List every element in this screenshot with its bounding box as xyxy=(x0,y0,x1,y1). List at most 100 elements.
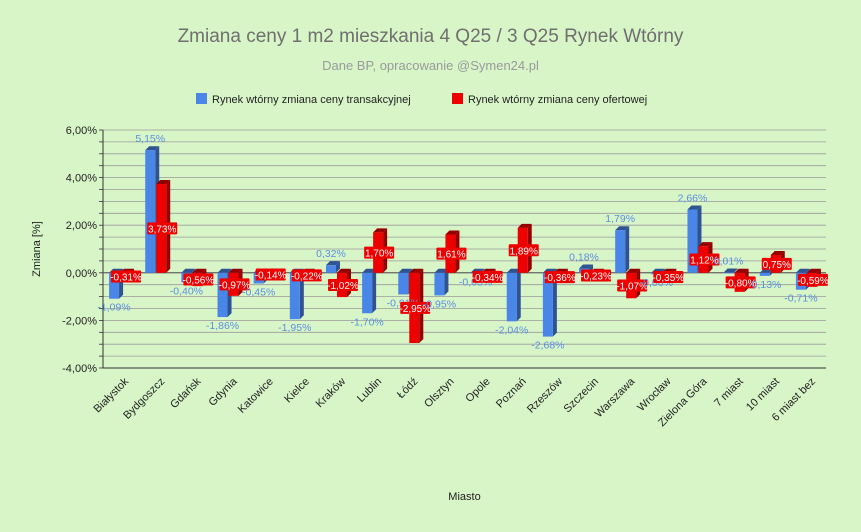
x-tick-label: Łódź xyxy=(395,376,420,401)
bar-transakcyjna-top xyxy=(434,268,449,273)
bar-transakcyjna xyxy=(145,150,156,273)
bar-transakcyjna xyxy=(109,272,120,299)
data-label-transakcyjna: -1,09% xyxy=(97,302,130,314)
x-tick-label: Kraków xyxy=(314,376,348,410)
bar-transakcyjna-top xyxy=(181,268,196,273)
data-label-ofertowa: -2,95% xyxy=(399,304,431,315)
data-label-ofertowa: 1,61% xyxy=(437,250,465,261)
data-label-ofertowa: -0,59% xyxy=(797,276,829,287)
data-label-ofertowa-box xyxy=(797,273,828,286)
bar-transakcyjna xyxy=(398,272,409,295)
bar-transakcyjna xyxy=(289,272,300,320)
bar-transakcyjna-top xyxy=(615,226,630,231)
y-tick-label: 0,00% xyxy=(66,268,97,280)
bar-transakcyjna xyxy=(325,265,336,273)
x-tick-label: Kielce xyxy=(282,376,312,406)
data-label-ofertowa: 1,89% xyxy=(510,246,538,257)
bar-transakcyjna-top xyxy=(398,268,413,273)
x-tick-label: Katowice xyxy=(236,376,276,416)
bar-transakcyjna-side xyxy=(733,268,738,274)
x-tick-label: Opole xyxy=(463,376,492,405)
x-tick-label: Warszawa xyxy=(593,375,638,420)
data-label-ofertowa-box xyxy=(689,253,720,266)
y-tick-label: -2,00% xyxy=(62,315,97,327)
data-label-ofertowa-box xyxy=(111,270,142,283)
bar-transakcyjna xyxy=(759,272,770,276)
data-label-ofertowa-box xyxy=(581,269,612,282)
data-label-ofertowa-box xyxy=(617,279,648,292)
data-label-ofertowa: -0,56% xyxy=(183,275,215,286)
bar-transakcyjna xyxy=(687,209,698,273)
data-label-ofertowa-box xyxy=(761,257,792,270)
bar-ofertowa-top xyxy=(698,242,713,247)
bar-transakcyjna-top xyxy=(362,268,377,273)
bar-transakcyjna-side xyxy=(444,268,449,296)
data-label-transakcyjna: -1,70% xyxy=(350,316,383,328)
data-label-transakcyjna: -0,95% xyxy=(423,298,456,310)
data-label-transakcyjna: -0,45% xyxy=(242,287,275,299)
data-label-ofertowa: 0,75% xyxy=(763,260,791,271)
bar-transakcyjna-top xyxy=(579,264,594,269)
bar-ofertowa-top xyxy=(734,268,749,273)
data-label-ofertowa: -1,02% xyxy=(327,281,359,292)
chart-title: Zmiana ceny 1 m2 mieszkania 4 Q25 / 3 Q2… xyxy=(177,26,684,47)
legend-label: Rynek wtórny zmiana ceny transakcyjnej xyxy=(212,94,411,106)
bar-ofertowa-top xyxy=(770,250,785,255)
data-label-ofertowa: 1,12% xyxy=(690,255,718,266)
x-tick-label: Lublin xyxy=(355,376,384,405)
data-label-ofertowa-box xyxy=(291,269,322,282)
bar-transakcyjna xyxy=(542,272,553,337)
y-tick-label: 2,00% xyxy=(66,220,97,232)
data-label-ofertowa-box xyxy=(544,271,575,284)
bar-ofertowa-top xyxy=(517,223,532,228)
x-tick-label: Gdynia xyxy=(207,375,241,409)
data-label-ofertowa: -0,80% xyxy=(725,278,757,289)
bar-transakcyjna xyxy=(723,272,734,274)
data-label-ofertowa: 1,70% xyxy=(365,249,393,260)
bar-transakcyjna-side xyxy=(516,268,521,322)
data-label-transakcyjna: -0,71% xyxy=(784,293,817,305)
data-label-transakcyjna: 0,32% xyxy=(316,248,346,260)
data-label-transakcyjna: 1,79% xyxy=(605,213,635,225)
bar-transakcyjna-side xyxy=(625,226,630,273)
bar-transakcyjna-top xyxy=(795,268,810,273)
bar-ofertowa-top xyxy=(336,268,351,273)
y-axis-title: Zmiana [%] xyxy=(31,221,43,277)
bar-transakcyjna-top xyxy=(506,268,521,273)
legend-swatch xyxy=(196,93,207,104)
data-label-ofertowa-box xyxy=(183,273,214,286)
data-label-ofertowa: -0,35% xyxy=(652,273,684,284)
data-label-ofertowa-box xyxy=(327,278,358,291)
data-label-transakcyjna: -2,68% xyxy=(531,340,564,352)
data-label-ofertowa-box xyxy=(400,301,431,314)
bar-transakcyjna xyxy=(217,272,228,318)
data-label-transakcyjna: -0,13% xyxy=(748,279,781,291)
data-label-ofertowa-box xyxy=(255,268,286,281)
data-label-ofertowa-box xyxy=(472,270,503,283)
x-tick-label: Gdańsk xyxy=(168,375,204,411)
data-label-transakcyjna: -0,40% xyxy=(170,285,203,297)
data-label-transakcyjna: 2,66% xyxy=(678,192,708,204)
bar-transakcyjna-top xyxy=(687,205,702,210)
bar-transakcyjna-top xyxy=(145,146,160,151)
data-label-transakcyjna: -1,95% xyxy=(278,322,311,334)
x-tick-label: Olsztyn xyxy=(422,376,456,410)
data-label-ofertowa-box xyxy=(364,246,395,259)
bar-transakcyjna-side xyxy=(372,268,377,314)
bar-transakcyjna-top xyxy=(723,268,738,273)
bar-transakcyjna-top xyxy=(325,261,340,266)
bar-ofertowa-top xyxy=(626,268,641,273)
x-tick-label: 7 miast xyxy=(712,376,746,410)
bar-ofertowa-top xyxy=(228,268,243,273)
data-label-transakcyjna: 0,01% xyxy=(714,256,744,268)
x-axis-title: Miasto xyxy=(448,491,480,503)
legend-label: Rynek wtórny zmiana ceny ofertowej xyxy=(468,94,647,106)
data-label-ofertowa: 3,73% xyxy=(148,224,176,235)
y-tick-label: -4,00% xyxy=(62,363,97,375)
data-label-ofertowa: -0,31% xyxy=(110,272,142,283)
bar-transakcyjna-top xyxy=(217,268,232,273)
data-label-ofertowa: -0,14% xyxy=(255,270,287,281)
bar-transakcyjna xyxy=(615,230,626,273)
data-label-ofertowa: -0,36% xyxy=(544,273,576,284)
